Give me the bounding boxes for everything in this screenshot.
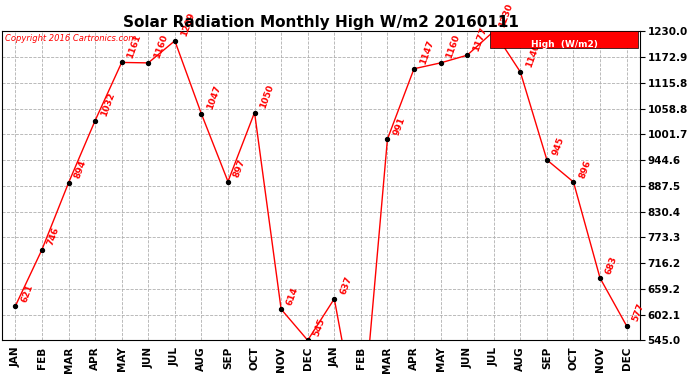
Text: 1032: 1032: [99, 92, 116, 118]
Point: [462, 52, 473, 58]
Text: 1209: 1209: [179, 12, 196, 38]
Text: 1050: 1050: [259, 83, 275, 110]
Point: [515, 69, 526, 75]
Point: [222, 178, 233, 184]
Point: [568, 179, 579, 185]
Point: [542, 157, 553, 163]
Point: [169, 38, 180, 44]
Text: 991: 991: [392, 116, 406, 136]
Point: [328, 296, 339, 302]
Point: [408, 66, 420, 72]
Text: 577: 577: [631, 302, 646, 323]
Text: 1047: 1047: [206, 84, 223, 111]
Text: 1140: 1140: [524, 42, 542, 69]
Point: [196, 111, 207, 117]
Text: High  (W/m2): High (W/m2): [531, 40, 598, 49]
Point: [143, 60, 154, 66]
Point: [249, 110, 260, 116]
Text: 621: 621: [19, 282, 34, 303]
FancyBboxPatch shape: [490, 32, 638, 48]
Text: 637: 637: [339, 275, 353, 296]
Point: [382, 136, 393, 142]
Text: 545: 545: [312, 317, 327, 338]
Point: [302, 337, 313, 343]
Text: 1161: 1161: [126, 33, 143, 60]
Point: [595, 275, 606, 281]
Text: 945: 945: [551, 136, 566, 157]
Point: [37, 247, 48, 253]
Point: [489, 28, 500, 34]
Text: 896: 896: [578, 158, 593, 179]
Point: [10, 303, 21, 309]
Point: [63, 180, 74, 186]
Point: [435, 60, 446, 66]
Text: 683: 683: [604, 255, 619, 275]
Text: 894: 894: [72, 159, 88, 180]
Point: [275, 306, 286, 312]
Text: 320: 320: [0, 374, 1, 375]
Point: [116, 59, 127, 65]
Title: Solar Radiation Monthly High W/m2 20160111: Solar Radiation Monthly High W/m2 201601…: [123, 15, 519, 30]
Text: 1147: 1147: [418, 39, 435, 66]
Text: 1160: 1160: [152, 34, 169, 60]
Text: 1230: 1230: [498, 2, 515, 28]
Text: 746: 746: [46, 226, 61, 247]
Text: 1177: 1177: [471, 26, 489, 53]
Text: Copyright 2016 Cartronics.com: Copyright 2016 Cartronics.com: [6, 34, 137, 44]
Point: [621, 323, 632, 329]
Point: [90, 118, 101, 124]
Text: 614: 614: [285, 286, 300, 306]
Text: 1160: 1160: [445, 34, 462, 60]
Text: 897: 897: [232, 158, 247, 179]
